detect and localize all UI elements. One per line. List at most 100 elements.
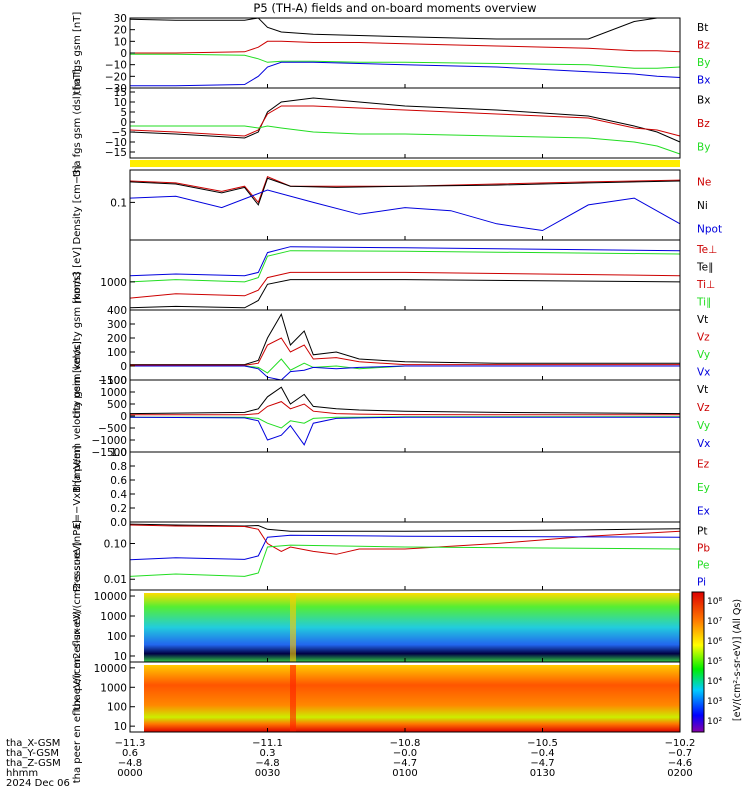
colorbar: 10⁸ 10⁷ 10⁶ 10⁵ 10⁴ 10³ 10² [eV/(cm²-s-sr-eV)] … xyxy=(691,591,743,733)
y-axis-label: tha peem velocity gsm [km/s] xyxy=(72,341,83,491)
y-tick-label: 15 xyxy=(114,87,127,99)
series-pi-line xyxy=(129,534,681,561)
series-ne-line xyxy=(129,176,681,204)
series-by-line xyxy=(130,53,681,69)
legend-entry: Bz xyxy=(697,118,710,130)
x-row-value: −10.2 xyxy=(665,738,696,749)
series-vt-line xyxy=(129,386,681,415)
legend-entry: Vx xyxy=(697,366,710,378)
y-tick-label: −1000 xyxy=(91,435,127,447)
series-npot-line xyxy=(129,189,681,232)
y-tick-label: 1000 xyxy=(100,611,127,623)
legend-entry: Te⊥ xyxy=(696,244,717,256)
y-tick-label: −500 xyxy=(98,423,127,435)
legend-entry: Pe xyxy=(697,560,709,572)
x-row-label: hhmm xyxy=(6,768,38,779)
colorbar-tick-label: 10⁶ xyxy=(707,637,722,647)
legend-entry: Te∥ xyxy=(696,261,713,273)
y-tick-label: 0 xyxy=(120,361,127,373)
legend-entry: Vt xyxy=(697,314,708,326)
series-bx-line xyxy=(130,61,681,87)
x-row-value: −4.8 xyxy=(255,758,279,769)
y-axis-label: mom3 [eV] xyxy=(72,247,83,303)
y-tick-label: −10 xyxy=(105,60,127,72)
x-row-value: −4.7 xyxy=(393,758,417,769)
legend-entry: Ey xyxy=(697,482,710,494)
x-row-value: 0030 xyxy=(255,768,280,779)
x-row-label: tha_X-GSM xyxy=(6,738,60,749)
x-row-value: 0000 xyxy=(117,768,142,779)
series-te-line xyxy=(129,279,681,309)
series-ni-line xyxy=(129,177,681,206)
spectrogram-image xyxy=(144,665,680,732)
chart-title: P5 (TH-A) fields and on-board moments ov… xyxy=(253,1,536,15)
y-tick-label: 1000 xyxy=(100,387,127,399)
series-vz-line xyxy=(130,401,680,416)
colorbar-tick-label: 10⁷ xyxy=(707,617,722,627)
panel-frame xyxy=(129,451,681,523)
x-row-value: −0.4 xyxy=(530,748,554,759)
y-axis-label: tha peir en eflux eV/(cm2-s-sr-eV) xyxy=(72,541,83,710)
spectrogram-boundary xyxy=(290,593,296,662)
series-vy-line xyxy=(130,416,680,429)
y-tick-label: −10 xyxy=(105,137,127,149)
y-axis-label: tha peim velocity gsm [km/s] xyxy=(72,272,83,419)
legend-entry: Ne xyxy=(697,177,711,189)
y-tick-label: 0.0 xyxy=(110,517,127,529)
colorbar-tick-label: 10³ xyxy=(707,697,722,707)
y-tick-label: 200 xyxy=(107,333,127,345)
colorbar-label: [eV/(cm²-s-sr-eV)] (All Qs) xyxy=(732,599,743,721)
x-axis-annotation: tha_X-GSM −11.3 −11.1 −10.8 −10.5 −10.2 tha_Y-… xyxy=(6,738,695,789)
y-tick-label: 5 xyxy=(120,107,127,119)
y-tick-label: −100 xyxy=(98,375,127,387)
x-row-value: −0.0 xyxy=(393,748,417,759)
y-axis-label: tha fgs gsm (dsl) [nT] xyxy=(72,69,83,177)
legend-entry: Bx xyxy=(697,74,710,86)
y-tick-label: 10 xyxy=(114,97,127,109)
legend-entry: Bt xyxy=(697,22,708,34)
series-bx-line xyxy=(129,97,681,143)
series-te-line xyxy=(129,271,681,299)
legend-entry: Vx xyxy=(697,438,710,450)
colorbar-tick-label: 10⁴ xyxy=(707,677,722,687)
yellow-status-bar xyxy=(130,160,680,167)
y-tick-label: 10 xyxy=(114,36,127,48)
legend-entry: Pt xyxy=(697,526,707,538)
x-row-value: 0.6 xyxy=(122,748,138,759)
series-vx-line xyxy=(130,365,680,381)
legend-entry: Ti∥ xyxy=(696,296,711,308)
legend-entry: Vt xyxy=(697,384,708,396)
y-tick-label: 0 xyxy=(120,411,127,423)
legend-entry: Ex xyxy=(697,505,710,517)
x-row-value: −4.8 xyxy=(118,758,142,769)
colorbar-tick-label: 10² xyxy=(707,717,722,727)
x-row-value: −11.3 xyxy=(115,738,146,749)
y-tick-label: 0.8 xyxy=(110,461,127,473)
x-row-value: −11.1 xyxy=(252,738,283,749)
x-row-value: −4.6 xyxy=(668,758,692,769)
legend-entry: Ti⊥ xyxy=(696,279,715,291)
legend-entry: By xyxy=(697,57,710,69)
y-tick-label: 0 xyxy=(120,48,127,60)
x-row-value: 0.3 xyxy=(260,748,276,759)
colorbar-tick-label: 10⁸ xyxy=(707,597,722,607)
legend-entry: Bz xyxy=(697,39,710,51)
y-tick-label: 0.2 xyxy=(110,503,127,515)
y-tick-label: 1000 xyxy=(100,277,127,289)
y-tick-label: 30 xyxy=(114,13,127,25)
series-vt-line xyxy=(130,312,680,366)
legend-entry: Bx xyxy=(697,95,710,107)
legend-entry: Pb xyxy=(697,543,710,555)
y-tick-label: 0.01 xyxy=(104,574,127,586)
y-tick-label: 400 xyxy=(107,305,127,317)
panel-frame xyxy=(129,309,681,381)
y-tick-label: 1000 xyxy=(100,682,127,694)
series-bz-line xyxy=(130,40,681,54)
x-row-value: −4.7 xyxy=(530,758,554,769)
panel-frame xyxy=(129,87,681,159)
x-row-value: −0.7 xyxy=(668,748,692,759)
